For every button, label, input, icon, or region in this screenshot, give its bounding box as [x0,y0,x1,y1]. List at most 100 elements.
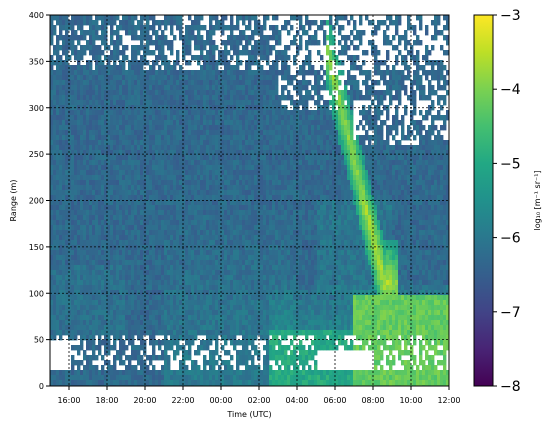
heatmap-cell [164,315,167,320]
heatmap-cell [182,370,185,375]
heatmap-cell [62,330,65,335]
heatmap-cell [92,205,95,210]
heatmap-cell [227,365,230,370]
heatmap-cell [164,70,167,75]
heatmap-cell [107,250,110,255]
heatmap-cell [236,90,239,95]
heatmap-cell [149,225,152,230]
heatmap-cell [62,205,65,210]
heatmap-cell [164,25,167,30]
heatmap-cell [107,330,110,335]
heatmap-cell [260,330,263,335]
heatmap-cell [206,190,209,195]
heatmap-cell [146,330,149,335]
heatmap-cell [149,220,152,225]
heatmap-cell [203,140,206,145]
heatmap-cell [245,70,248,75]
heatmap-cell [188,240,191,245]
heatmap-cell [68,325,71,330]
heatmap-cell [203,230,206,235]
heatmap-cell [161,300,164,305]
heatmap-cell [122,125,125,130]
heatmap-cell [224,60,227,65]
heatmap-cell [188,30,191,35]
heatmap-cell [209,160,212,165]
heatmap-cell [77,80,80,85]
heatmap-cell [266,100,269,105]
heatmap-cell [215,25,218,30]
heatmap-cell [71,300,74,305]
heatmap-cell [242,285,245,290]
heatmap-cell [86,40,89,45]
heatmap-cell [209,315,212,320]
heatmap-cell [89,355,92,360]
heatmap-cell [110,185,113,190]
heatmap-cell [113,285,116,290]
heatmap-cell [161,220,164,225]
heatmap-cell [131,65,134,70]
heatmap-cell [245,305,248,310]
heatmap-cell [185,145,188,150]
heatmap-cell [155,110,158,115]
heatmap-cell [98,180,101,185]
heatmap-cell [80,215,83,220]
heatmap-cell [185,350,188,355]
heatmap-cell [251,100,254,105]
heatmap-cell [263,245,266,250]
heatmap-cell [197,170,200,175]
heatmap-cell [107,195,110,200]
heatmap-cell [95,90,98,95]
heatmap-cell [161,355,164,360]
heatmap-cell [152,30,155,35]
heatmap-cell [221,115,224,120]
heatmap-cell [215,95,218,100]
heatmap-cell [185,245,188,250]
heatmap-cell [209,150,212,155]
heatmap-cell [137,280,140,285]
heatmap-cell [107,225,110,230]
heatmap-cell [158,45,161,50]
heatmap-cell [263,140,266,145]
heatmap-cell [191,340,194,345]
heatmap-cell [185,30,188,35]
heatmap-cell [131,205,134,210]
heatmap-cell [242,220,245,225]
heatmap-cell [131,180,134,185]
heatmap-cell [71,265,74,270]
heatmap-cell [68,160,71,165]
heatmap-cell [98,25,101,30]
heatmap-cell [83,45,86,50]
heatmap-cell [95,115,98,120]
heatmap-cell [206,310,209,315]
heatmap-cell [113,140,116,145]
heatmap-cell [86,20,89,25]
heatmap-cell [194,235,197,240]
heatmap-cell [212,290,215,295]
heatmap-cell [158,145,161,150]
heatmap-cell [101,20,104,25]
heatmap-cell [149,175,152,180]
heatmap-cell [131,305,134,310]
heatmap-cell [266,175,269,180]
heatmap-cell [206,265,209,270]
heatmap-cell [242,125,245,130]
heatmap-cell [227,35,230,40]
heatmap-cell [95,190,98,195]
heatmap-cell [185,60,188,65]
heatmap-cell [161,195,164,200]
heatmap-cell [239,50,242,55]
heatmap-cell [122,240,125,245]
heatmap-cell [140,15,143,20]
heatmap-cell [251,135,254,140]
heatmap-cell [194,275,197,280]
heatmap-cell [119,175,122,180]
heatmap-cell [140,145,143,150]
heatmap-cell [77,130,80,135]
heatmap-cell [101,185,104,190]
heatmap-cell [77,235,80,240]
heatmap-cell [194,35,197,40]
heatmap-cell [230,255,233,260]
heatmap-cell [140,120,143,125]
heatmap-cell [161,160,164,165]
heatmap-cell [248,40,251,45]
